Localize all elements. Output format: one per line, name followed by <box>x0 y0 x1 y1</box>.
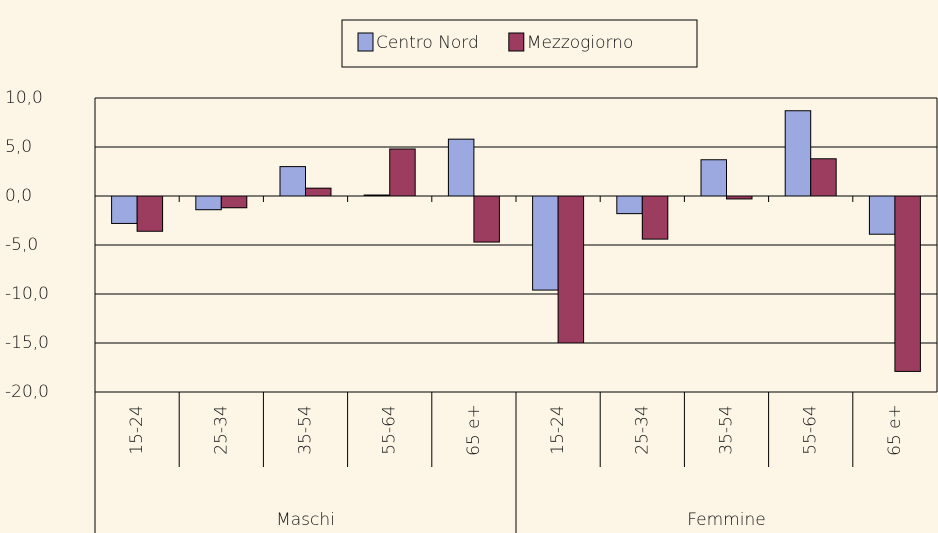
y-tick-label: -20,0 <box>5 382 49 402</box>
legend-swatch <box>508 32 525 52</box>
legend: Centro Nord Mezzogiorno <box>341 19 698 68</box>
bar <box>473 195 500 243</box>
bar <box>111 195 138 224</box>
y-tick-label: 10,0 <box>5 88 43 108</box>
y-tick-label: -5,0 <box>5 235 38 255</box>
x-tick-label: 35-54 <box>717 405 737 454</box>
x-tick-label: 15-24 <box>548 405 568 454</box>
y-tick-label: -10,0 <box>5 284 49 304</box>
bar <box>700 159 727 197</box>
bar <box>279 166 306 197</box>
bar <box>195 195 222 211</box>
x-tick-label: 55-64 <box>380 405 400 454</box>
bar <box>305 187 332 197</box>
bar <box>868 195 896 235</box>
bar <box>784 110 812 197</box>
bar <box>220 195 248 209</box>
bar <box>894 195 921 372</box>
bar <box>616 195 643 215</box>
group-label: Femmine <box>687 510 765 530</box>
y-tick-label: 5,0 <box>5 137 32 157</box>
legend-box <box>341 19 698 68</box>
bar <box>136 195 164 232</box>
x-tick-label: 65 e+ <box>885 404 905 456</box>
x-tick-label: 25-34 <box>211 405 231 454</box>
bar <box>810 158 837 197</box>
x-tick-label: 55-64 <box>801 405 821 454</box>
legend-label: Mezzogiorno <box>527 33 634 53</box>
bar <box>389 148 416 197</box>
bar <box>532 195 559 291</box>
bar <box>641 195 669 240</box>
y-tick-label: -15,0 <box>5 333 49 353</box>
x-tick-label: 15-24 <box>127 405 147 454</box>
bar <box>447 138 475 197</box>
x-tick-label: 65 e+ <box>464 404 484 456</box>
group-label: Maschi <box>276 510 335 530</box>
legend-swatch <box>357 32 374 52</box>
x-tick-label: 35-54 <box>296 405 316 454</box>
x-tick-label: 25-34 <box>632 405 652 454</box>
bar <box>557 195 585 344</box>
legend-label: Centro Nord <box>376 33 479 53</box>
y-tick-label: 0,0 <box>5 186 32 206</box>
